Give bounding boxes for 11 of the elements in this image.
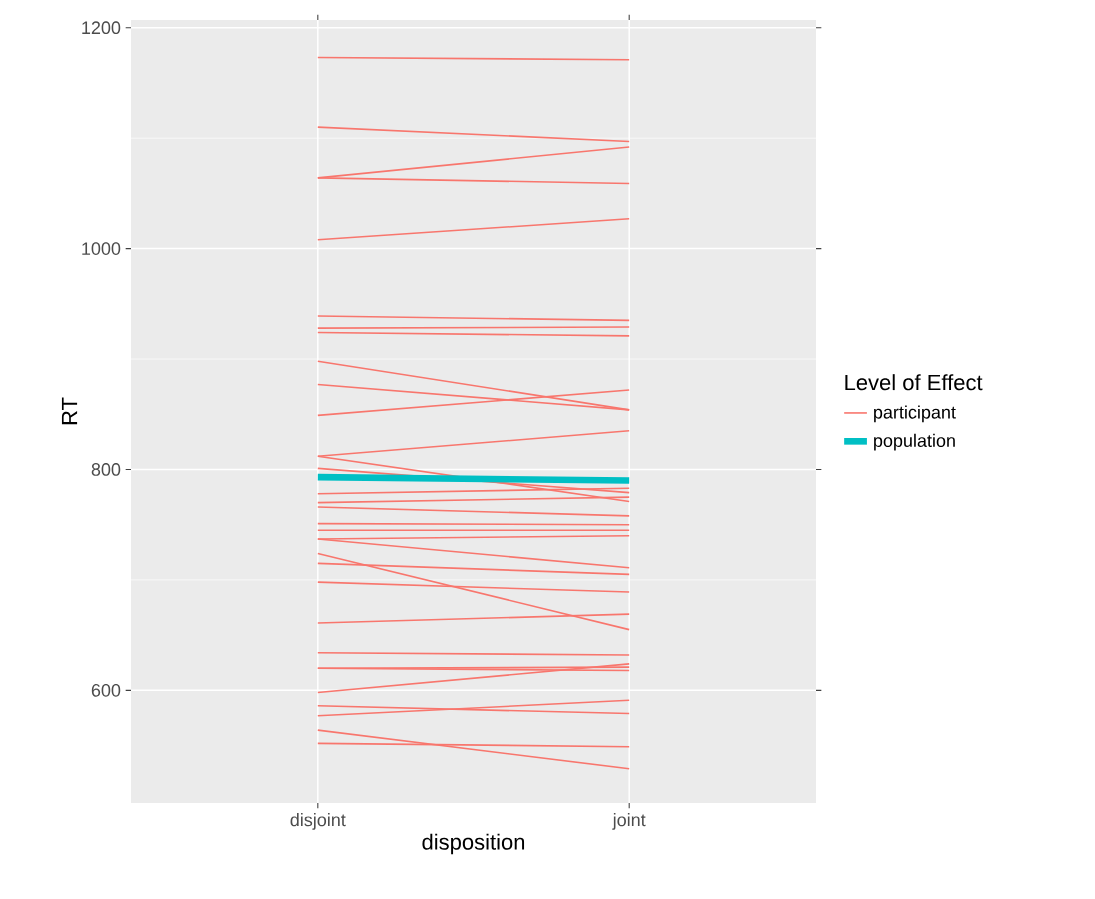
- x-tick-label: disjoint: [290, 813, 346, 830]
- y-axis-title: RT: [61, 397, 78, 425]
- x-axis-title: disposition: [422, 833, 525, 855]
- legend-label: population: [874, 433, 955, 451]
- y-tick-label: 800: [91, 463, 121, 476]
- y-tick-label: 600: [91, 683, 121, 697]
- y-tick-label: 1200: [82, 21, 121, 35]
- x-tick-label: joint: [612, 813, 646, 830]
- y-tick-label: 1000: [82, 242, 121, 255]
- legend-title: Level of Effect: [845, 374, 983, 391]
- legend-label: participant: [874, 405, 956, 423]
